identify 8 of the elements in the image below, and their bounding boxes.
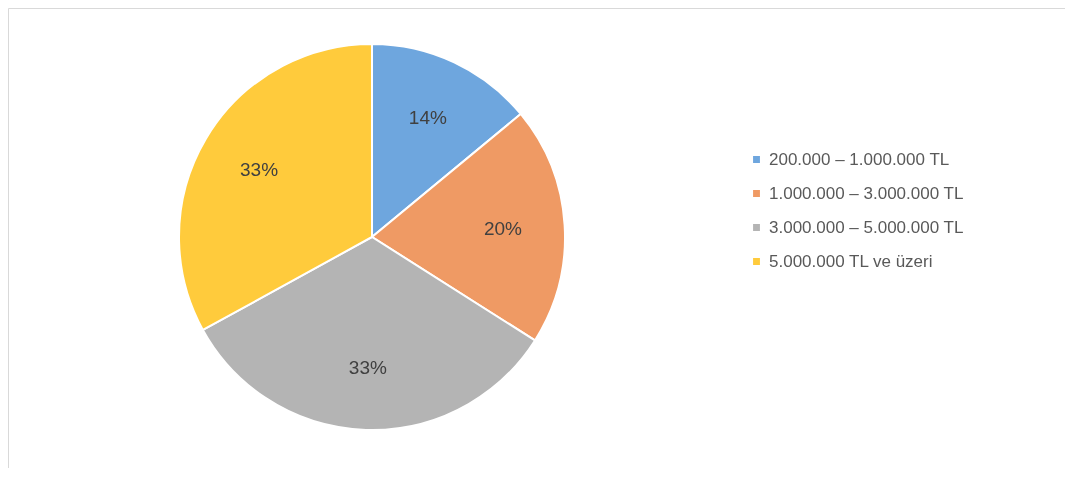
data-label: 20% xyxy=(483,217,523,239)
legend-label: 5.000.000 TL ve üzeri xyxy=(769,251,933,271)
legend-label: 3.000.000 – 5.000.000 TL xyxy=(769,217,964,237)
data-label: 33% xyxy=(348,357,387,379)
legend-label: 200.000 – 1.000.000 TL xyxy=(769,149,950,169)
data-label: 14% xyxy=(408,107,447,129)
legend-label: 1.000.000 – 3.000.000 TL xyxy=(769,183,964,203)
data-label: 33% xyxy=(240,159,279,181)
